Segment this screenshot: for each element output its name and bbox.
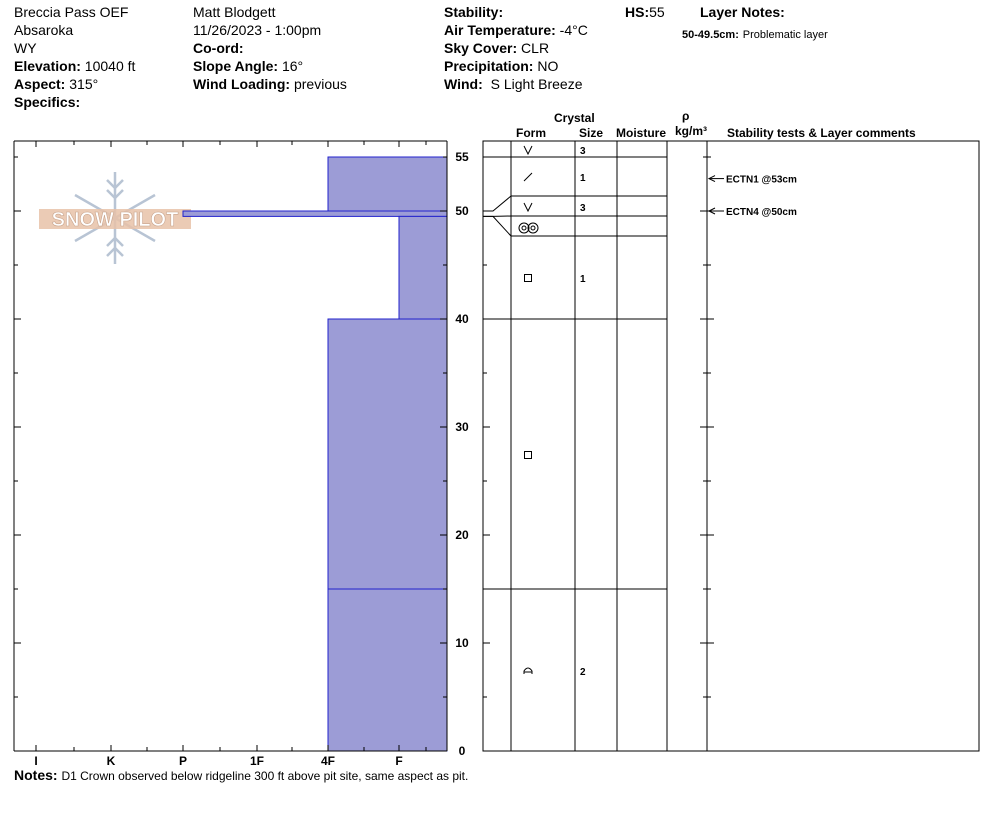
layer-note-text: Problematic layer: [742, 29, 828, 41]
hardness-tick-label: 4F: [321, 754, 335, 768]
precip-label: Precipitation:: [444, 58, 534, 74]
hs-label: HS:: [625, 4, 650, 20]
logo-text: SNOW PILOT: [52, 209, 179, 231]
precip-row: Precipitation: NO: [444, 57, 558, 75]
melt-forms-outer-right: [527, 222, 539, 234]
coord-label: Co-ord:: [193, 40, 244, 56]
hs-value: 55: [649, 4, 665, 20]
wind-value: S Light Breeze: [490, 76, 583, 92]
hardness-bar: [398, 215, 448, 320]
stability-label: Stability:: [444, 4, 504, 20]
snowpilot-logo: SNOW PILOT: [39, 172, 191, 264]
hardness-bar: [327, 156, 448, 212]
aspect-label: Aspect:: [14, 76, 66, 92]
layer-note: 50-49.5cm: Problematic layer: [682, 24, 828, 42]
faceted-rounding-icon: [523, 667, 533, 674]
melt-forms-inner-right: [530, 225, 536, 231]
notes-text: D1 Crown observed below ridgeline 300 ft…: [61, 769, 469, 783]
stability-test-arrowhead: [707, 207, 716, 215]
hardness-tick-label: K: [107, 754, 116, 768]
moisture-header: Moisture: [616, 126, 667, 140]
depth-tick-label: 55: [455, 150, 469, 164]
hardness-bar: [327, 588, 448, 752]
slope-row: Slope Angle: 16°: [193, 57, 303, 75]
depth-tick-label: 30: [455, 420, 469, 434]
specifics-label: Specifics:: [14, 94, 81, 110]
notes-row: Notes: D1 Crown observed below ridgeline…: [14, 766, 468, 785]
layer-note-range: 50-49.5cm:: [682, 29, 739, 41]
layer-size: 1: [580, 274, 586, 285]
depth-tick-label: 40: [455, 312, 469, 326]
elevation-value: 10040 ft: [84, 58, 136, 74]
form-header: Form: [516, 126, 546, 140]
wind-label: Wind:: [444, 76, 483, 92]
density-unit-header: kg/m³: [675, 124, 708, 138]
hardness-bar: [182, 210, 448, 217]
sky-cover-label: Sky Cover:: [444, 40, 518, 56]
hs-row: HS:55: [625, 3, 665, 21]
slope-label: Slope Angle:: [193, 58, 279, 74]
layer-columns: 3 1 3 1 2: [482, 140, 980, 752]
faceted-icon: [524, 274, 532, 282]
elevation-label: Elevation:: [14, 58, 81, 74]
observer-name: Matt Blodgett: [193, 4, 276, 20]
hardness-tick-label: P: [179, 754, 187, 768]
hardness-bar: [327, 318, 448, 590]
logo-banner: [39, 209, 191, 229]
wind-row: Wind: S Light Breeze: [444, 75, 582, 93]
aspect-value: 315°: [69, 76, 99, 92]
melt-forms-outer-left: [518, 222, 530, 234]
rho-header: ρ: [682, 109, 690, 123]
melt-forms-icon: [518, 222, 539, 234]
aspect-row: Aspect: 315°: [14, 75, 98, 93]
observation-datetime: 11/26/2023 - 1:00pm: [193, 22, 322, 38]
layer-connector: [483, 195, 512, 212]
depth-tick-label: 50: [455, 204, 469, 218]
state: WY: [14, 40, 37, 56]
air-temp-label: Air Temperature:: [444, 22, 556, 38]
sky-cover-row: Sky Cover: CLR: [444, 39, 549, 57]
air-temp-value: -4°C: [559, 22, 588, 38]
layer-notes-label: Layer Notes:: [700, 4, 785, 20]
elevation-row: Elevation: 10040 ft: [14, 57, 135, 75]
decomposing-fragments-icon: [523, 172, 533, 182]
stability-test-label: ECTN4 @50cm: [726, 207, 797, 218]
depth-tick-label: 20: [455, 528, 469, 542]
layer-table-frame: [482, 140, 980, 752]
stability-test-arrowhead: [707, 175, 716, 183]
sky-cover-value: CLR: [521, 40, 550, 56]
wind-loading-value: previous: [293, 76, 347, 92]
crystal-header: Crystal: [554, 111, 595, 125]
depth-tick-label: 10: [455, 636, 469, 650]
size-header: Size: [579, 126, 604, 140]
wind-loading-label: Wind Loading:: [193, 76, 291, 92]
depth-hoar-icon: [523, 145, 533, 156]
mountain-range: Absaroka: [14, 22, 74, 38]
location-name: Breccia Pass OEF: [14, 4, 129, 20]
layer-size: 2: [580, 667, 586, 678]
layer-connector: [483, 215, 512, 237]
notes-label: Notes:: [14, 767, 58, 783]
layer-size: 3: [580, 203, 586, 214]
depth-tick-label: 0: [459, 744, 466, 758]
depth-hoar-icon: [523, 202, 533, 213]
wind-loading-row: Wind Loading: previous: [193, 75, 347, 93]
stability-comments-header: Stability tests & Layer comments: [727, 126, 916, 140]
stability-tests: ECTN1 @53cm ECTN4 @50cm: [707, 175, 797, 218]
hardness-tick-label: F: [395, 754, 402, 768]
precip-value: NO: [537, 58, 559, 74]
hardness-tick-label: 1F: [250, 754, 264, 768]
hardness-profile: [182, 156, 448, 752]
stability-test-label: ECTN1 @53cm: [726, 175, 797, 186]
faceted-icon: [524, 451, 532, 459]
layer-size: 3: [580, 146, 586, 157]
melt-forms-inner-left: [521, 225, 527, 231]
slope-value: 16°: [281, 58, 304, 74]
layer-size: 1: [580, 173, 586, 184]
hardness-tick-label: I: [34, 754, 37, 768]
air-temp-row: Air Temperature: -4°C: [444, 21, 588, 39]
